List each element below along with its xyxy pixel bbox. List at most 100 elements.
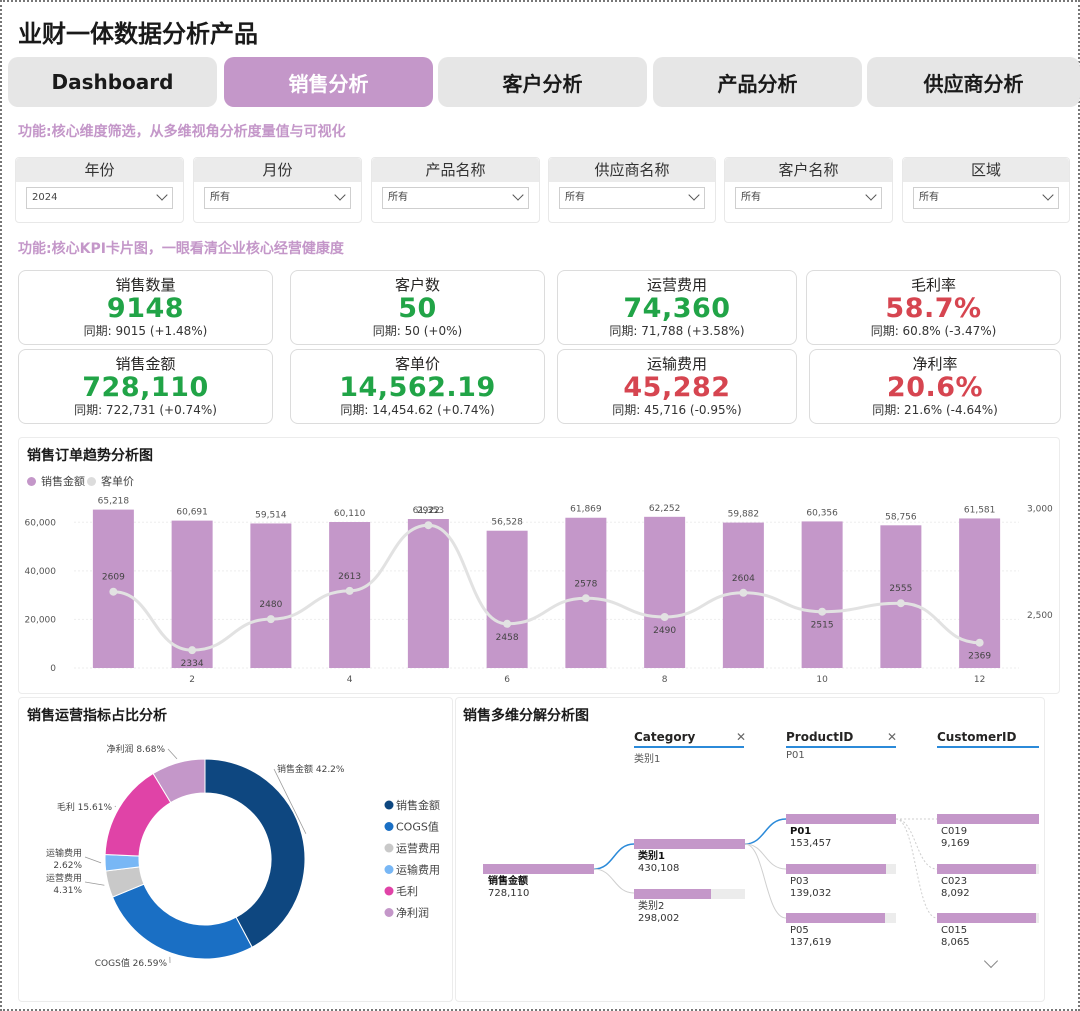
slicer-product-value: 所有	[388, 192, 408, 203]
node-name: 销售金额	[488, 876, 528, 887]
close-icon[interactable]: ✕	[736, 730, 747, 744]
slicer-customer-label: 客户名称	[725, 158, 892, 182]
slice-label: 毛利 15.61%	[57, 801, 113, 813]
slicer-product-dropdown[interactable]: 所有	[382, 187, 529, 209]
leader-line	[167, 748, 178, 760]
decomp-node-fill	[786, 913, 885, 923]
kpi-card-sales-qty: 销售数量 9148 同期: 9015 (+1.48%)	[18, 270, 273, 345]
decomp-node-cat2[interactable]	[634, 889, 745, 899]
decomp-node-fill	[634, 839, 745, 849]
legend-label: 销售金额	[396, 798, 440, 812]
kpi-label: 客单价	[394, 355, 440, 373]
decomp-node-root-label: 销售金额 728,110	[488, 876, 529, 900]
bar	[801, 521, 843, 668]
tab-product-analysis[interactable]: 产品分析	[653, 57, 862, 107]
slicer-supplier-dropdown[interactable]: 所有	[559, 187, 705, 209]
slice-label: 4.31%	[53, 886, 82, 896]
bar	[486, 530, 528, 668]
donut-slice	[152, 758, 206, 804]
slicer-month-dropdown[interactable]: 所有	[204, 187, 351, 209]
legend-dot-icon	[87, 476, 96, 486]
slicer-year-dropdown[interactable]: 2024	[26, 187, 173, 209]
avg-price-label: 2578	[574, 579, 597, 589]
page-title: 业财一体数据分析产品	[18, 20, 258, 48]
kpi-compare: 同期: 50 (+0%)	[372, 324, 463, 338]
connector-line	[744, 818, 787, 845]
decomp-node-p01-label: P01 153,457	[790, 826, 831, 850]
bar-data-label: 59,882	[728, 510, 760, 520]
decomp-col-product[interactable]: ProductID	[786, 730, 896, 748]
decomp-node-p05[interactable]	[786, 913, 896, 923]
legend-dot-icon	[384, 886, 394, 896]
decomp-tree-panel: 销售多维分解分析图 Category ✕ 类别1 ProductID ✕ P01…	[455, 697, 1045, 1002]
decomp-node-c023[interactable]	[937, 864, 1039, 874]
decomp-col-category[interactable]: Category	[634, 730, 744, 748]
decomp-node-cat1[interactable]	[634, 839, 745, 849]
kpi-label: 销售金额	[115, 355, 176, 373]
kpi-compare: 同期: 9015 (+1.48%)	[83, 324, 208, 338]
decomp-node-p01[interactable]	[786, 814, 896, 824]
tab-dashboard[interactable]: Dashboard	[8, 57, 217, 107]
bar	[644, 516, 686, 668]
avg-price-point	[660, 613, 669, 621]
decomp-col-sub: P01	[786, 750, 805, 761]
chevron-down-icon	[1042, 189, 1054, 201]
donut-slice	[111, 883, 253, 960]
close-icon[interactable]: ✕	[887, 730, 898, 744]
decomp-node-fill	[937, 864, 1036, 874]
x-tick-label: 8	[662, 675, 668, 685]
kpi-card-customers: 客户数 50 同期: 50 (+0%)	[290, 270, 545, 345]
kpi-compare: 同期: 71,788 (+3.58%)	[609, 324, 745, 338]
slicer-customer-dropdown[interactable]: 所有	[735, 187, 882, 209]
bar-data-label: 60,691	[176, 508, 208, 518]
node-name: P05	[790, 925, 809, 936]
legend-dot-icon	[384, 865, 394, 874]
bar-data-label: 58,756	[885, 512, 917, 522]
bar	[329, 522, 371, 668]
kpi-label: 运输费用	[646, 355, 707, 373]
trend-chart-panel: 销售订单趋势分析图 销售金额 客单价 0 20,000 40,000 60,000 2,…	[18, 437, 1060, 694]
decomp-col-underline	[786, 746, 896, 748]
x-tick-label: 4	[347, 675, 353, 685]
kpi-value: 14,562.19	[339, 372, 496, 403]
kpi-card-net-margin: 净利率 20.6% 同期: 21.6% (-4.64%)	[809, 349, 1061, 424]
slicer-year-value: 2024	[32, 192, 58, 203]
decomp-col-customer[interactable]: CustomerID	[937, 730, 1039, 748]
legend-label: 毛利	[396, 885, 418, 898]
kpi-value: 728,110	[82, 372, 209, 403]
kpi-compare: 同期: 60.8% (-3.47%)	[870, 324, 997, 338]
decomp-node-c015[interactable]	[937, 913, 1039, 923]
node-value: 8,065	[941, 937, 970, 948]
tab-sales-analysis[interactable]: 销售分析	[224, 57, 433, 107]
decomp-node-root[interactable]	[483, 864, 594, 874]
bar-data-label: 60,110	[334, 509, 366, 519]
tab-supplier-analysis[interactable]: 供应商分析	[867, 57, 1080, 107]
trend-legend-sales[interactable]: 销售金额	[27, 473, 85, 489]
y-tick-label: 20,000	[25, 615, 57, 625]
decomp-node-fill	[483, 864, 594, 874]
avg-price-point	[503, 619, 512, 628]
avg-price-point	[109, 587, 118, 596]
decomp-node-c019[interactable]	[937, 814, 1039, 824]
bar	[250, 523, 292, 668]
avg-price-point	[975, 638, 984, 647]
decomp-col-sub: 类别1	[634, 754, 661, 765]
kpi-compare: 同期: 21.6% (-4.64%)	[872, 403, 998, 417]
slice-label: COGS值 26.59%	[95, 957, 168, 969]
kpi-label: 销售数量	[115, 276, 176, 294]
kpi-value: 74,360	[623, 293, 731, 324]
kpi-section-caption: 功能:核心KPI卡片图，一眼看清企业核心经营健康度	[18, 241, 344, 257]
bar-data-label: 62,252	[649, 504, 681, 514]
decomp-col-label: CustomerID	[937, 730, 1017, 744]
y-tick-label: 40,000	[25, 567, 57, 577]
donut-chart-panel: 销售运营指标占比分析 销售金额 42.2% COGS值 26.59% 运营费用 4.3…	[18, 697, 453, 1002]
trend-legend-avg-price[interactable]: 客单价	[87, 473, 134, 489]
decomp-node-p03[interactable]	[786, 864, 896, 874]
tab-customer-analysis[interactable]: 客户分析	[438, 57, 647, 107]
x-tick-label: 6	[504, 675, 510, 685]
slicer-region-dropdown[interactable]: 所有	[913, 187, 1059, 209]
kpi-card-shipping: 运输费用 45,282 同期: 45,716 (-0.95%)	[557, 349, 797, 424]
trend-chart: 0 20,000 40,000 60,000 2,500 3,000 65,218 60,69…	[25, 497, 1054, 685]
bar-data-label: 60,356	[806, 508, 838, 518]
decomp-col-underline	[937, 746, 1039, 748]
